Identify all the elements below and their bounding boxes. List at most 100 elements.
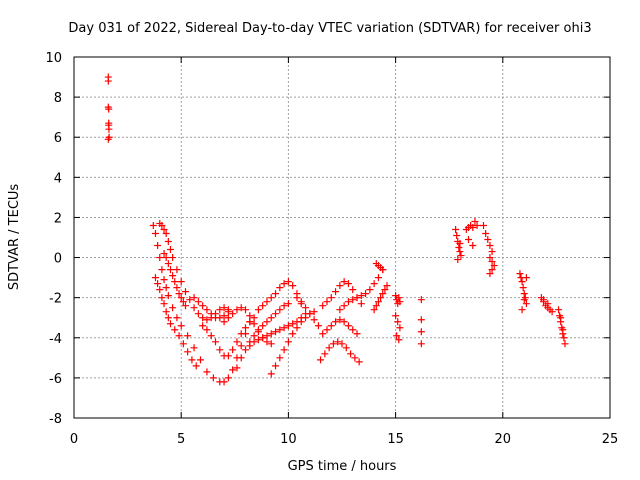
y-tick-label: 2 (54, 211, 62, 226)
data-point (203, 326, 211, 334)
data-point (482, 229, 490, 237)
data-point (190, 344, 198, 352)
data-point (154, 280, 162, 288)
data-point (267, 314, 275, 322)
data-point (520, 290, 528, 298)
data-point (233, 306, 241, 314)
data-point (158, 221, 166, 229)
data-point (473, 221, 481, 229)
data-point (276, 306, 284, 314)
data-point (540, 296, 548, 304)
data-point (181, 288, 189, 296)
data-point (149, 221, 157, 229)
data-point (518, 306, 526, 314)
data-point (263, 298, 271, 306)
data-point (452, 225, 460, 233)
data-point (242, 306, 250, 314)
series-arc24 (516, 270, 530, 314)
data-point (246, 312, 254, 320)
data-point (522, 300, 530, 308)
data-point (488, 258, 496, 266)
data-point (186, 296, 194, 304)
data-point (156, 254, 164, 262)
data-point (555, 306, 563, 314)
x-tick-label: 15 (387, 432, 404, 447)
data-point (334, 338, 342, 346)
data-point (486, 254, 494, 262)
data-point (203, 316, 211, 324)
axis-ticks (73, 56, 611, 419)
data-point (280, 346, 288, 354)
data-point (263, 318, 271, 326)
data-point (486, 242, 494, 250)
data-point (319, 330, 327, 338)
data-point (194, 298, 202, 306)
data-point (184, 348, 192, 356)
data-point (169, 304, 177, 312)
data-point (302, 304, 310, 312)
x-tick-label: 20 (495, 432, 512, 447)
data-point (229, 366, 237, 374)
data-point (250, 320, 258, 328)
data-point (469, 223, 477, 231)
data-point (520, 296, 528, 304)
series-arc22 (462, 217, 481, 250)
data-point (471, 217, 479, 225)
plot-frame (73, 56, 611, 419)
data-point (254, 306, 262, 314)
data-point (280, 280, 288, 288)
data-point (396, 298, 404, 306)
data-point (224, 314, 232, 322)
data-point (158, 266, 166, 274)
data-point (177, 278, 185, 286)
data-point (366, 286, 374, 294)
data-point (379, 290, 387, 298)
data-point (327, 294, 335, 302)
series-arc2 (156, 219, 232, 324)
data-point (250, 332, 258, 340)
data-point (395, 336, 403, 344)
data-point (516, 270, 524, 278)
data-point (272, 290, 280, 298)
data-point (171, 278, 179, 286)
data-point (267, 330, 275, 338)
data-point (336, 306, 344, 314)
data-point (374, 274, 382, 282)
data-point (237, 330, 245, 338)
series-arc9 (220, 304, 275, 348)
data-point (317, 356, 325, 364)
data-point (160, 250, 168, 258)
data-point (259, 302, 267, 310)
data-point (104, 77, 112, 85)
data-point (393, 332, 401, 340)
data-point (349, 296, 357, 304)
y-tick-label: 0 (54, 252, 62, 267)
data-point (383, 282, 391, 290)
data-point (351, 354, 359, 362)
data-point (160, 300, 168, 308)
data-point (220, 312, 228, 320)
data-point (381, 286, 389, 294)
data-point (104, 135, 112, 143)
data-point (455, 244, 463, 252)
x-tick-labels: 0 5 10 15 20 25 (70, 432, 618, 447)
data-point (250, 338, 258, 346)
data-point (454, 256, 462, 264)
data-point (332, 318, 340, 326)
data-point (246, 318, 254, 326)
data-point (319, 302, 327, 310)
data-point (544, 300, 552, 308)
data-point (220, 304, 228, 312)
data-point (259, 322, 267, 330)
data-point (272, 328, 280, 336)
data-point (276, 326, 284, 334)
data-point (151, 274, 159, 282)
series-arc14 (319, 316, 361, 338)
data-point (370, 306, 378, 314)
data-point (173, 266, 181, 274)
data-point (267, 340, 275, 348)
data-point (151, 229, 159, 237)
series-arc5 (199, 314, 258, 360)
data-point (293, 294, 301, 302)
